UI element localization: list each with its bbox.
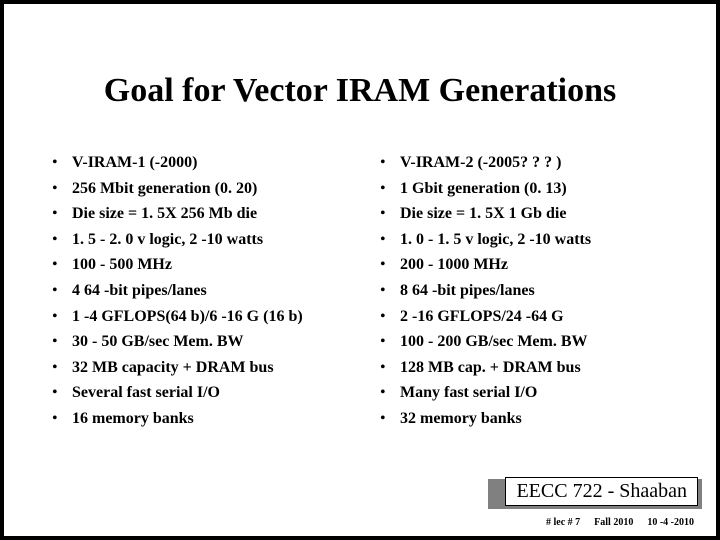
list-item: •30 - 50 GB/sec Mem. BW: [52, 331, 356, 353]
list-item: •Die size = 1. 5X 256 Mb die: [52, 203, 356, 225]
footer-page: # lec # 7: [546, 517, 580, 528]
item-text: V-IRAM-2 (-2005? ? ? ): [400, 152, 561, 174]
list-item: •V-IRAM-1 (-2000): [52, 152, 356, 174]
item-text: 256 Mbit generation (0. 20): [72, 178, 257, 200]
bullet-icon: •: [52, 408, 72, 430]
item-text: 1. 5 - 2. 0 v logic, 2 -10 watts: [72, 229, 263, 251]
bullet-icon: •: [52, 306, 72, 328]
bullet-icon: •: [52, 178, 72, 200]
item-text: 1 -4 GFLOPS(64 b)/6 -16 G (16 b): [72, 306, 303, 328]
slide-title: Goal for Vector IRAM Generations: [4, 72, 716, 110]
list-item: •1. 5 - 2. 0 v logic, 2 -10 watts: [52, 229, 356, 251]
bullet-icon: •: [52, 357, 72, 379]
bullet-icon: •: [380, 152, 400, 174]
list-item: •Many fast serial I/O: [380, 382, 684, 404]
bullet-icon: •: [52, 203, 72, 225]
bullet-icon: •: [380, 357, 400, 379]
footer-date: 10 -4 -2010: [647, 517, 694, 528]
right-column: •V-IRAM-2 (-2005? ? ? ) •1 Gbit generati…: [368, 152, 684, 434]
bullet-icon: •: [52, 254, 72, 276]
bullet-icon: •: [52, 382, 72, 404]
content-area: •V-IRAM-1 (-2000) •256 Mbit generation (…: [52, 152, 684, 434]
left-column: •V-IRAM-1 (-2000) •256 Mbit generation (…: [52, 152, 368, 434]
list-item: •1 Gbit generation (0. 13): [380, 178, 684, 200]
item-text: 1. 0 - 1. 5 v logic, 2 -10 watts: [400, 229, 591, 251]
item-text: 2 -16 GFLOPS/24 -64 G: [400, 306, 564, 328]
bullet-icon: •: [380, 254, 400, 276]
bullet-icon: •: [380, 382, 400, 404]
item-text: Die size = 1. 5X 256 Mb die: [72, 203, 257, 225]
list-item: •16 memory banks: [52, 408, 356, 430]
bullet-icon: •: [52, 229, 72, 251]
item-text: 32 MB capacity + DRAM bus: [72, 357, 274, 379]
bullet-icon: •: [380, 203, 400, 225]
list-item: •32 MB capacity + DRAM bus: [52, 357, 356, 379]
item-text: 1 Gbit generation (0. 13): [400, 178, 567, 200]
footer-meta: # lec # 7 Fall 2010 10 -4 -2010: [546, 517, 694, 528]
list-item: •128 MB cap. + DRAM bus: [380, 357, 684, 379]
item-text: 30 - 50 GB/sec Mem. BW: [72, 331, 244, 353]
bullet-icon: •: [380, 178, 400, 200]
list-item: •V-IRAM-2 (-2005? ? ? ): [380, 152, 684, 174]
item-text: V-IRAM-1 (-2000): [72, 152, 197, 174]
bullet-icon: •: [52, 152, 72, 174]
list-item: •256 Mbit generation (0. 20): [52, 178, 356, 200]
bullet-icon: •: [52, 280, 72, 302]
footer-course-box: EECC 722 - Shaaban: [505, 477, 698, 506]
list-item: •100 - 500 MHz: [52, 254, 356, 276]
bullet-icon: •: [52, 331, 72, 353]
slide-frame: Goal for Vector IRAM Generations •V-IRAM…: [0, 0, 720, 540]
list-item: •4 64 -bit pipes/lanes: [52, 280, 356, 302]
item-text: 100 - 500 MHz: [72, 254, 172, 276]
footer-course-text: EECC 722 - Shaaban: [516, 480, 687, 502]
bullet-icon: •: [380, 408, 400, 430]
list-item: •8 64 -bit pipes/lanes: [380, 280, 684, 302]
footer-term: Fall 2010: [594, 517, 633, 528]
bullet-icon: •: [380, 280, 400, 302]
list-item: •32 memory banks: [380, 408, 684, 430]
item-text: 8 64 -bit pipes/lanes: [400, 280, 535, 302]
bullet-icon: •: [380, 331, 400, 353]
bullet-icon: •: [380, 229, 400, 251]
list-item: •1 -4 GFLOPS(64 b)/6 -16 G (16 b): [52, 306, 356, 328]
list-item: •200 - 1000 MHz: [380, 254, 684, 276]
item-text: 16 memory banks: [72, 408, 194, 430]
list-item: •2 -16 GFLOPS/24 -64 G: [380, 306, 684, 328]
item-text: 200 - 1000 MHz: [400, 254, 508, 276]
list-item: •1. 0 - 1. 5 v logic, 2 -10 watts: [380, 229, 684, 251]
item-text: Many fast serial I/O: [400, 382, 537, 404]
list-item: •100 - 200 GB/sec Mem. BW: [380, 331, 684, 353]
item-text: Die size = 1. 5X 1 Gb die: [400, 203, 566, 225]
item-text: 100 - 200 GB/sec Mem. BW: [400, 331, 588, 353]
item-text: Several fast serial I/O: [72, 382, 220, 404]
item-text: 4 64 -bit pipes/lanes: [72, 280, 207, 302]
list-item: •Die size = 1. 5X 1 Gb die: [380, 203, 684, 225]
item-text: 128 MB cap. + DRAM bus: [400, 357, 581, 379]
list-item: •Several fast serial I/O: [52, 382, 356, 404]
bullet-icon: •: [380, 306, 400, 328]
item-text: 32 memory banks: [400, 408, 522, 430]
